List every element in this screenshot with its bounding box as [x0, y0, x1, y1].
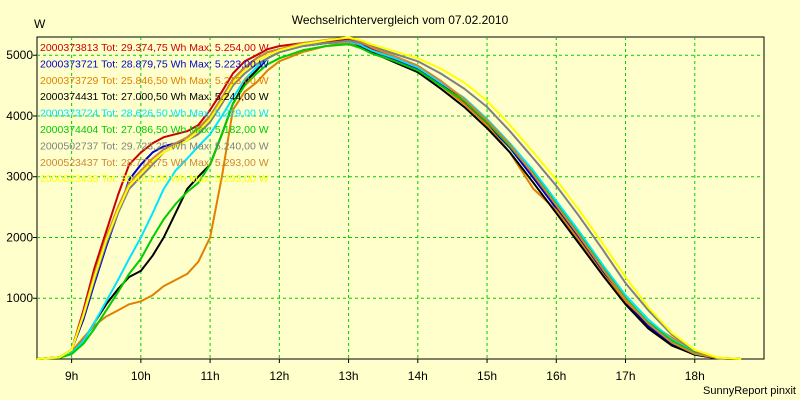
y-tick-label: 5000 [6, 48, 33, 62]
x-axis: 9h 10h 11h 12h 13h 14h 15h 16h 17h 18h [65, 359, 705, 383]
series-line-8 [36, 36, 742, 360]
y-tick-label: 4000 [6, 109, 33, 123]
x-tick-label: 13h [339, 369, 359, 383]
y-axis: 1000 2000 3000 4000 5000 [6, 48, 37, 305]
series-line-3 [36, 41, 742, 360]
series-line-9 [36, 36, 742, 360]
y-tick-label: 2000 [6, 230, 33, 244]
legend-entry-9: 2000523438 Tot: 30.163,00 Wh Max: 5.293,… [40, 173, 269, 185]
x-tick-label: 14h [408, 369, 428, 383]
x-tick-label: 11h [201, 369, 220, 383]
y-axis-unit-label: W [34, 17, 46, 31]
grid [37, 37, 764, 359]
legend-entry-8: 2000523437 Tot: 28.775,75 Wh Max: 5.293,… [40, 157, 269, 169]
x-tick-label: 15h [477, 369, 497, 383]
series-lines [36, 36, 742, 360]
legend-entry-1: 2000373813 Tot: 29.374,75 Wh Max: 5.254,… [40, 42, 269, 54]
x-tick-label: 17h [616, 369, 636, 383]
legend: 2000373813 Tot: 29.374,75 Wh Max: 5.254,… [40, 42, 269, 185]
legend-entry-4: 2000374431 Tot: 27.000,50 Wh Max: 5.244,… [40, 91, 269, 103]
chart-title: Wechselrichtervergleich vom 07.02.2010 [292, 13, 509, 27]
legend-entry-7: 2000502737 Tot: 29.723,25 Wh Max: 5.240,… [40, 140, 269, 152]
plot-area [36, 36, 765, 360]
x-tick-label: 12h [269, 369, 289, 383]
y-tick-label: 1000 [6, 291, 33, 305]
series-line-7 [36, 39, 742, 360]
plot-frame [36, 36, 765, 360]
y-tick-label: 3000 [6, 170, 33, 184]
legend-entry-5: 2000373724 Tot: 28.626,50 Wh Max: 5.229,… [40, 108, 269, 120]
chart-credit: SunnyReport pinxit [703, 385, 796, 397]
x-tick-label: 10h [131, 369, 151, 383]
legend-entry-3: 2000373729 Tot: 25.846,50 Wh Max: 5.213,… [40, 75, 269, 87]
legend-entry-2: 2000373721 Tot: 28.879,75 Wh Max: 5.223,… [40, 58, 269, 70]
x-tick-label: 16h [546, 369, 566, 383]
legend-entry-6: 2000374404 Tot: 27.086,50 Wh Max: 5.182,… [40, 124, 269, 136]
x-tick-label: 18h [685, 369, 705, 383]
x-tick-label: 9h [65, 369, 78, 383]
